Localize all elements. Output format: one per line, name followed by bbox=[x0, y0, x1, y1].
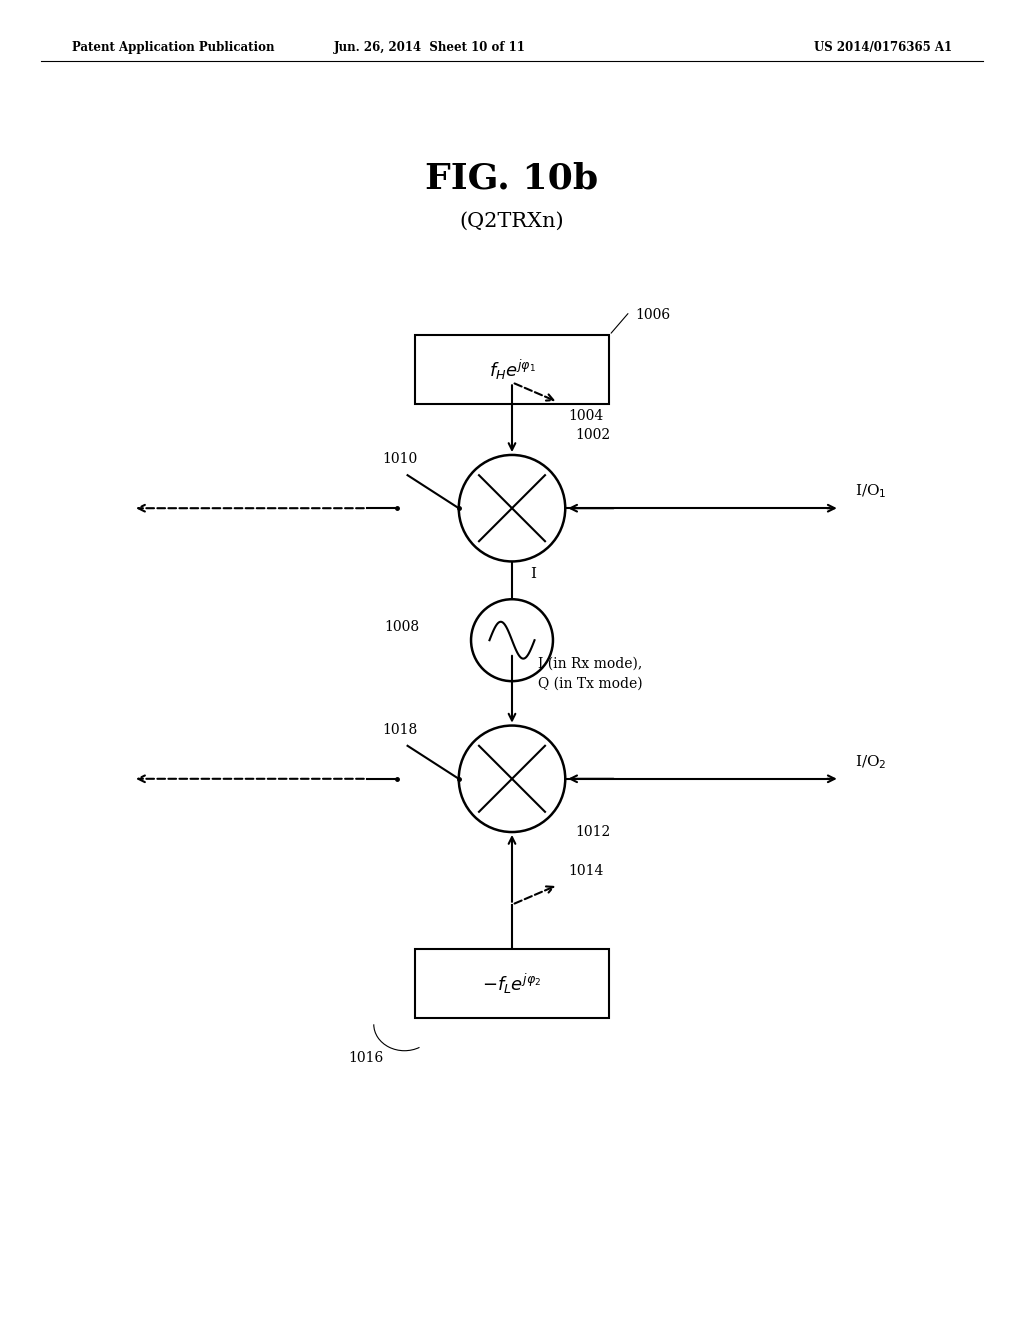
Text: 1010: 1010 bbox=[382, 451, 417, 466]
Ellipse shape bbox=[459, 455, 565, 561]
Text: FIG. 10b: FIG. 10b bbox=[425, 161, 599, 195]
Text: $f_{H}e^{j\varphi_1}$: $f_{H}e^{j\varphi_1}$ bbox=[488, 358, 536, 381]
Text: 1014: 1014 bbox=[568, 865, 604, 878]
Text: I (in Rx mode),
Q (in Tx mode): I (in Rx mode), Q (in Tx mode) bbox=[538, 657, 642, 690]
Text: 1018: 1018 bbox=[382, 722, 417, 737]
Text: 1016: 1016 bbox=[349, 1051, 384, 1065]
Text: US 2014/0176365 A1: US 2014/0176365 A1 bbox=[814, 41, 952, 54]
Text: (Q2TRXn): (Q2TRXn) bbox=[460, 213, 564, 231]
Text: Jun. 26, 2014  Sheet 10 of 11: Jun. 26, 2014 Sheet 10 of 11 bbox=[334, 41, 526, 54]
Text: 1008: 1008 bbox=[384, 620, 419, 634]
Ellipse shape bbox=[459, 726, 565, 832]
Text: 1012: 1012 bbox=[575, 825, 610, 840]
Text: Patent Application Publication: Patent Application Publication bbox=[72, 41, 274, 54]
Text: $-f_{L}e^{j\varphi_2}$: $-f_{L}e^{j\varphi_2}$ bbox=[482, 972, 542, 995]
Text: I/O$_2$: I/O$_2$ bbox=[855, 754, 887, 771]
Text: I/O$_1$: I/O$_1$ bbox=[855, 483, 887, 500]
Bar bbox=[415, 949, 609, 1018]
Text: I: I bbox=[530, 566, 537, 581]
Text: 1006: 1006 bbox=[635, 309, 670, 322]
Text: 1004: 1004 bbox=[568, 409, 603, 422]
Ellipse shape bbox=[471, 599, 553, 681]
Text: 1002: 1002 bbox=[575, 428, 610, 442]
Bar bbox=[415, 335, 609, 404]
